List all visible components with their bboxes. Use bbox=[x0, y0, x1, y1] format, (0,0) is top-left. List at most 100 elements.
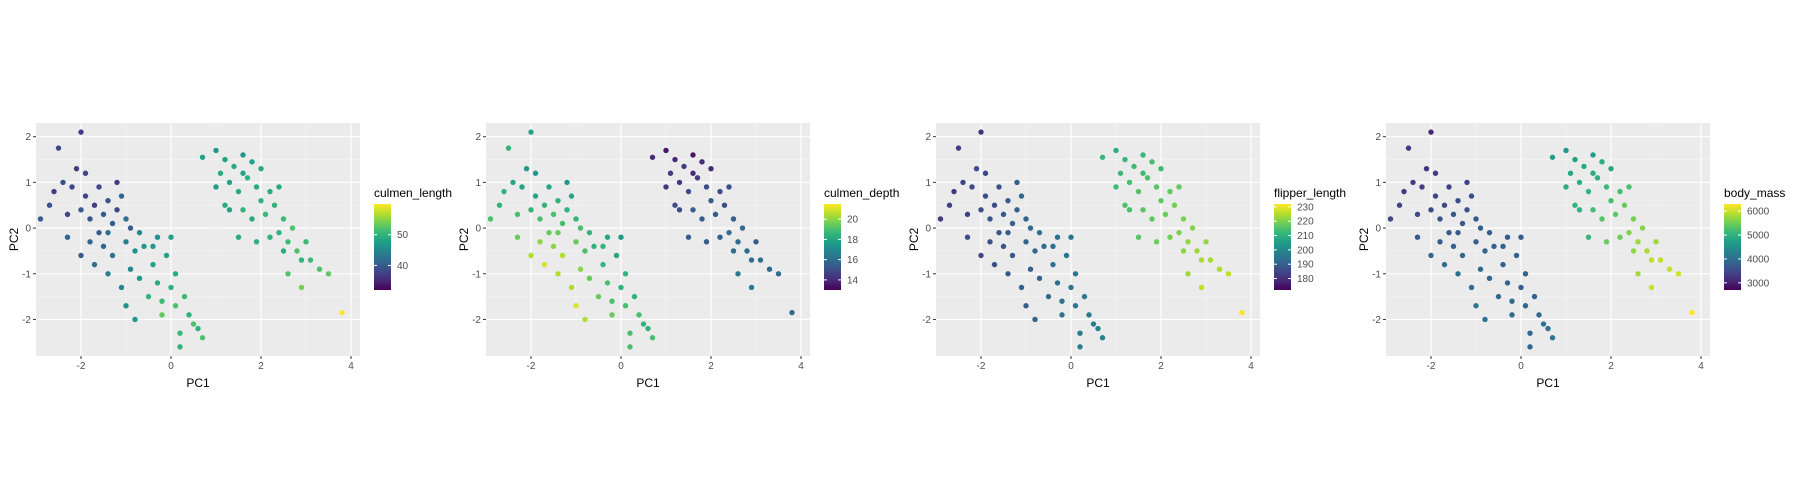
data-point bbox=[150, 261, 156, 268]
data-point bbox=[1428, 129, 1434, 135]
colorbar-label: 3000 bbox=[1747, 278, 1770, 289]
data-point bbox=[757, 257, 764, 263]
data-point bbox=[748, 257, 755, 263]
data-point bbox=[1603, 184, 1610, 190]
data-point bbox=[1158, 165, 1164, 172]
data-point bbox=[1077, 344, 1083, 350]
data-point bbox=[1059, 312, 1065, 318]
data-point bbox=[298, 284, 305, 291]
data-point bbox=[1153, 184, 1160, 190]
data-point bbox=[577, 266, 584, 272]
data-point bbox=[1099, 154, 1106, 160]
data-point bbox=[1441, 261, 1448, 268]
data-point bbox=[1477, 266, 1484, 272]
chart-panel-3: -2 0 2 4 -2 -1 0 1 2 PC1 PC2 flipper_length 180 190 20… bbox=[907, 123, 1346, 390]
data-point bbox=[64, 211, 71, 218]
data-point bbox=[1446, 184, 1452, 190]
colorbar-label: 210 bbox=[1297, 231, 1314, 242]
data-point bbox=[1491, 243, 1497, 250]
data-point bbox=[285, 271, 291, 277]
data-point bbox=[64, 234, 71, 240]
data-point bbox=[91, 261, 98, 268]
y-axis-title: PC2 bbox=[1357, 228, 1371, 252]
data-point bbox=[1126, 207, 1133, 213]
data-point bbox=[582, 248, 588, 254]
data-point bbox=[1441, 202, 1448, 208]
data-point bbox=[730, 248, 737, 254]
data-point bbox=[964, 234, 971, 240]
data-point bbox=[1581, 163, 1587, 170]
data-point bbox=[1005, 271, 1011, 277]
data-point bbox=[1644, 248, 1650, 254]
data-point bbox=[604, 280, 611, 286]
legend-title: culmen_length bbox=[374, 186, 452, 200]
data-point bbox=[1167, 188, 1173, 195]
data-point bbox=[672, 202, 678, 208]
data-point bbox=[514, 234, 521, 240]
data-point bbox=[163, 252, 170, 259]
data-point bbox=[622, 303, 629, 309]
data-point bbox=[235, 188, 242, 195]
data-point bbox=[600, 243, 606, 250]
data-point bbox=[1135, 234, 1142, 240]
x-tick-label: -2 bbox=[527, 361, 536, 372]
data-point bbox=[78, 252, 84, 259]
data-point bbox=[996, 229, 1002, 236]
chart-panel-2: -2 0 2 4 -2 -1 0 1 2 PC1 PC2 culmen_depth 14 16 18 20 bbox=[457, 123, 899, 390]
data-point bbox=[1549, 154, 1556, 160]
colorbar-label: 16 bbox=[847, 255, 859, 266]
data-point bbox=[1027, 225, 1034, 231]
data-point bbox=[987, 239, 993, 245]
data-point bbox=[564, 179, 570, 186]
data-point bbox=[213, 147, 219, 154]
data-point bbox=[960, 179, 966, 186]
data-point bbox=[289, 225, 296, 231]
data-point bbox=[546, 229, 552, 236]
data-point bbox=[721, 202, 728, 208]
data-point bbox=[1657, 257, 1664, 263]
data-point bbox=[100, 243, 107, 250]
data-point bbox=[1563, 184, 1569, 190]
y-axis-title: PC2 bbox=[7, 228, 21, 252]
data-point bbox=[78, 129, 84, 135]
data-point bbox=[1648, 284, 1655, 291]
data-point bbox=[1585, 188, 1592, 195]
data-point bbox=[118, 193, 125, 199]
y-axis-title: PC2 bbox=[457, 228, 471, 252]
data-point bbox=[1464, 179, 1470, 186]
data-point bbox=[613, 252, 620, 259]
data-point bbox=[78, 207, 84, 213]
data-point bbox=[672, 156, 678, 163]
data-point bbox=[1527, 344, 1533, 350]
data-point bbox=[505, 145, 512, 151]
data-point bbox=[154, 280, 161, 286]
data-point bbox=[1149, 159, 1155, 165]
data-point bbox=[1612, 211, 1619, 218]
data-point bbox=[1122, 202, 1128, 208]
data-point bbox=[1086, 312, 1092, 318]
colorbar-label: 200 bbox=[1297, 245, 1314, 256]
data-point bbox=[118, 284, 125, 291]
data-point bbox=[51, 188, 57, 195]
data-point bbox=[1063, 252, 1070, 259]
data-point bbox=[240, 152, 246, 158]
data-point bbox=[1599, 159, 1605, 165]
data-point bbox=[1464, 207, 1470, 213]
data-point bbox=[546, 184, 552, 190]
data-point bbox=[1617, 234, 1623, 240]
data-point bbox=[564, 207, 570, 213]
data-point bbox=[172, 303, 179, 309]
data-point bbox=[1576, 179, 1583, 186]
data-point bbox=[82, 170, 89, 176]
data-point bbox=[1572, 202, 1578, 208]
data-point bbox=[1455, 197, 1461, 204]
y-tick-label: 0 bbox=[475, 224, 481, 235]
data-point bbox=[982, 170, 989, 176]
data-point bbox=[1428, 252, 1434, 259]
data-point bbox=[550, 243, 557, 250]
data-point bbox=[1531, 293, 1538, 300]
data-point bbox=[744, 248, 750, 254]
data-point bbox=[537, 216, 543, 222]
data-point bbox=[532, 193, 539, 199]
y-tick-label: 1 bbox=[25, 178, 31, 189]
